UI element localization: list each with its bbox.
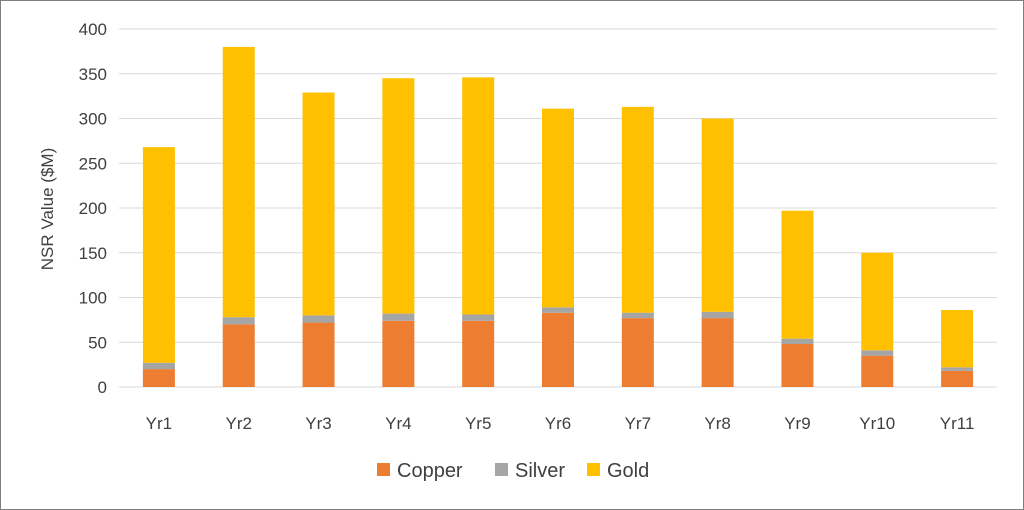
legend-label-copper: Copper	[397, 460, 463, 482]
bar-silver-yr9	[781, 338, 814, 345]
x-tick-label: Yr11	[940, 414, 975, 433]
bar-copper-yr10	[861, 355, 894, 387]
bar-copper-yr4	[382, 320, 415, 387]
bar-gold-yr5	[462, 77, 495, 315]
bar-copper-yr9	[781, 344, 814, 387]
bar-gold-yr1	[142, 147, 175, 363]
y-axis-ticks: 0 50 100 150 200 250 300 350 400	[79, 20, 107, 397]
bar-copper-yr6	[542, 312, 574, 387]
x-tick-label: Yr8	[704, 414, 730, 433]
bar-silver-yr4	[382, 313, 415, 321]
bar-gold-yr7	[621, 106, 654, 313]
bar-silver-yr5	[462, 314, 495, 321]
x-tick-label: Yr10	[859, 414, 895, 433]
bar-silver-yr8	[701, 311, 734, 319]
y-tick-label: 0	[98, 378, 107, 397]
y-tick-label: 150	[79, 244, 107, 263]
bar-silver-yr2	[222, 317, 255, 325]
y-tick-label: 400	[79, 20, 107, 39]
bar-gold-yr4	[382, 78, 415, 314]
bar-copper-yr5	[462, 320, 495, 387]
y-tick-label: 100	[79, 289, 107, 308]
x-tick-label: Yr5	[465, 414, 491, 433]
x-axis-ticks: Yr1 Yr2 Yr3 Yr4 Yr5 Yr6 Yr7 Yr8 Yr9 Yr10 Yr11	[146, 414, 975, 433]
bar-gold-yr9	[781, 210, 814, 339]
bar-gold-yr10	[861, 252, 894, 351]
y-tick-label: 350	[79, 65, 107, 84]
bar-gold-yr11	[941, 310, 974, 368]
legend: Copper Silver Gold	[377, 460, 649, 482]
legend-label-gold: Gold	[607, 460, 649, 482]
bar-silver-yr10	[861, 350, 894, 356]
bar-gold-yr3	[302, 92, 335, 316]
bar-gold-yr8	[701, 118, 734, 312]
x-tick-label: Yr1	[146, 414, 172, 433]
bar-copper-yr11	[941, 370, 974, 387]
legend-label-silver: Silver	[515, 460, 565, 482]
x-tick-label: Yr9	[784, 414, 810, 433]
bars	[142, 46, 974, 387]
legend-swatch-gold	[587, 463, 600, 476]
bar-silver-yr6	[542, 307, 574, 313]
legend-swatch-silver	[495, 463, 508, 476]
bar-silver-yr11	[941, 367, 974, 371]
y-tick-label: 250	[79, 154, 107, 173]
bar-gold-yr2	[222, 46, 255, 318]
bar-copper-yr1	[142, 369, 175, 387]
legend-swatch-copper	[377, 463, 390, 476]
x-tick-label: Yr7	[625, 414, 651, 433]
bar-copper-yr8	[701, 318, 734, 387]
y-tick-label: 50	[88, 333, 107, 352]
x-tick-label: Yr2	[225, 414, 251, 433]
x-tick-label: Yr3	[305, 414, 331, 433]
bar-copper-yr2	[222, 324, 255, 387]
bar-silver-yr3	[302, 315, 335, 323]
y-tick-label: 300	[79, 110, 107, 129]
y-axis-title: NSR Value ($M)	[38, 148, 57, 271]
bar-silver-yr7	[621, 312, 654, 319]
bar-copper-yr3	[302, 322, 335, 387]
bar-silver-yr1	[142, 362, 175, 370]
y-tick-label: 200	[79, 199, 107, 218]
x-tick-label: Yr6	[545, 414, 571, 433]
bar-copper-yr7	[621, 318, 654, 387]
bar-gold-yr6	[542, 108, 574, 308]
x-tick-label: Yr4	[385, 414, 411, 433]
